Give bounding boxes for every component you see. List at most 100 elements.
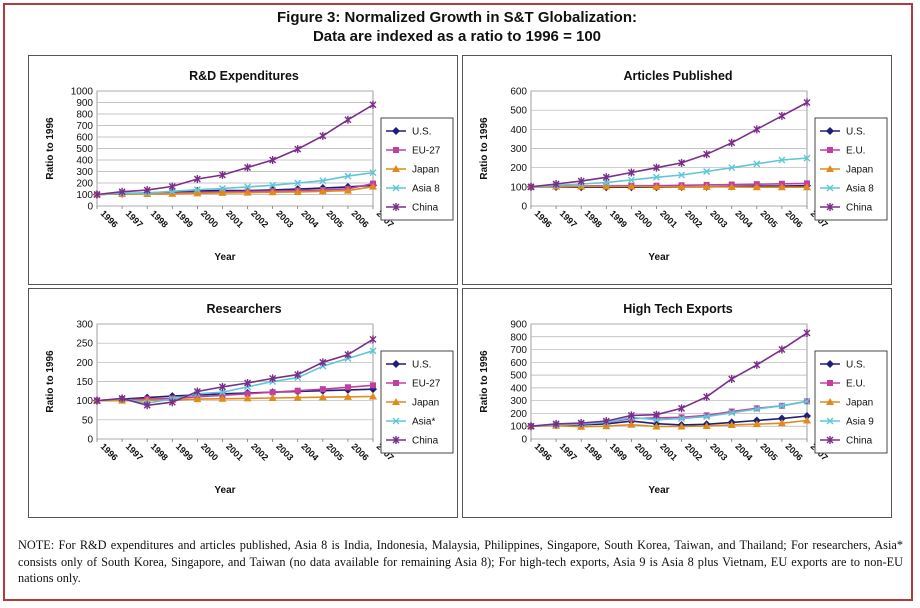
x-tick-label: 1999 xyxy=(608,208,629,229)
legend-label: U.S. xyxy=(412,360,431,371)
y-tick-label: 400 xyxy=(76,156,93,167)
y-tick-label: 500 xyxy=(510,371,527,382)
data-point xyxy=(243,188,252,196)
data-point xyxy=(319,386,326,393)
y-tick-label: 800 xyxy=(510,332,527,343)
data-point xyxy=(293,187,302,195)
data-point xyxy=(369,100,377,109)
data-point xyxy=(728,374,736,383)
legend-marker xyxy=(392,360,400,368)
legend-label: E.U. xyxy=(846,379,865,390)
x-tick-label: 2000 xyxy=(633,441,654,462)
data-point xyxy=(369,347,377,355)
x-tick-label: 2003 xyxy=(274,441,295,462)
y-tick-label: 400 xyxy=(510,383,527,394)
data-point xyxy=(677,422,686,430)
x-tick-label: 1997 xyxy=(558,208,579,229)
legend-marker xyxy=(393,147,399,153)
legend-label: Japan xyxy=(846,398,873,409)
x-tick-label: 2005 xyxy=(324,441,345,462)
data-point xyxy=(344,384,351,391)
data-point xyxy=(627,420,636,428)
legend-marker xyxy=(392,127,400,135)
data-point xyxy=(218,188,227,196)
x-tick-label: 1997 xyxy=(124,441,145,462)
y-tick-label: 900 xyxy=(76,98,93,109)
x-tick-label: 1997 xyxy=(558,441,579,462)
data-point xyxy=(168,182,176,191)
data-point xyxy=(218,382,226,391)
x-tick-label: 1996 xyxy=(99,208,120,229)
x-tick-label: 1998 xyxy=(583,208,604,229)
data-point xyxy=(803,416,811,424)
y-axis-label: Ratio to 1996 xyxy=(479,350,490,413)
data-point xyxy=(627,182,636,190)
y-tick-label: 600 xyxy=(510,358,527,369)
x-tick-label: 2002 xyxy=(249,441,270,462)
chart-panel-high-tech-exports: High Tech Exports 0 100 200 300 400 500 600 700 8… xyxy=(462,288,892,518)
y-tick-label: 800 xyxy=(76,110,93,121)
y-tick-label: 0 xyxy=(521,202,527,213)
legend-label: China xyxy=(412,436,439,447)
series-line xyxy=(96,338,374,407)
x-tick-label: 1999 xyxy=(174,441,195,462)
y-tick-label: 50 xyxy=(82,415,94,426)
legend-marker xyxy=(826,436,834,444)
x-tick-label: 2000 xyxy=(199,208,220,229)
data-point xyxy=(369,385,377,394)
data-point xyxy=(703,412,710,419)
x-tick-label: 1998 xyxy=(149,208,170,229)
data-point xyxy=(294,145,302,154)
y-tick-label: 200 xyxy=(76,358,93,369)
x-tick-label: 2001 xyxy=(658,208,679,229)
data-point xyxy=(602,179,610,187)
data-point xyxy=(93,396,101,405)
plot-area xyxy=(530,323,808,440)
data-point xyxy=(319,131,327,140)
series-line xyxy=(97,395,374,402)
x-tick-label: 2002 xyxy=(683,441,704,462)
chart-svg: R&D Expenditures 010020030040050060070080… xyxy=(45,69,454,263)
data-point xyxy=(752,183,761,191)
y-axis-label: Ratio to 1996 xyxy=(45,350,56,413)
data-point xyxy=(344,350,352,359)
legend-label: China xyxy=(412,203,439,214)
data-point xyxy=(193,189,202,197)
data-point xyxy=(143,401,151,410)
data-point xyxy=(778,111,786,120)
x-tick-label: 2006 xyxy=(349,208,370,229)
series-line xyxy=(96,185,374,196)
x-tick-label: 1999 xyxy=(174,208,195,229)
data-point xyxy=(752,420,761,428)
data-point xyxy=(118,394,126,403)
data-point xyxy=(344,172,352,180)
x-tick-label: 1999 xyxy=(608,441,629,462)
chart-svg: Articles Published 0 100 200 300 400 500 600 199… xyxy=(479,69,888,263)
series-line xyxy=(96,171,374,196)
y-tick-label: 500 xyxy=(510,106,527,117)
data-point xyxy=(318,393,327,401)
data-point xyxy=(343,186,352,194)
data-point xyxy=(269,389,276,396)
y-tick-label: 300 xyxy=(510,144,527,155)
y-tick-label: 600 xyxy=(76,133,93,144)
y-axis-label: Ratio to 1996 xyxy=(479,117,490,180)
data-point xyxy=(652,410,660,419)
data-point xyxy=(369,335,377,344)
x-tick-label: 2003 xyxy=(274,208,295,229)
data-point xyxy=(753,405,761,413)
data-point xyxy=(778,345,786,354)
data-point xyxy=(753,160,761,168)
legend-marker xyxy=(826,184,834,192)
data-point xyxy=(268,188,277,196)
series-line xyxy=(530,419,808,428)
legend-marker xyxy=(826,398,834,405)
chart-panel-articles-published: Articles Published 0 100 200 300 400 500 600 199… xyxy=(462,55,892,285)
data-point xyxy=(269,181,277,189)
legend-marker xyxy=(392,417,400,425)
legend-marker xyxy=(392,184,400,192)
x-tick-label: 2001 xyxy=(224,208,245,229)
series-china xyxy=(527,328,811,431)
data-point xyxy=(244,379,252,388)
